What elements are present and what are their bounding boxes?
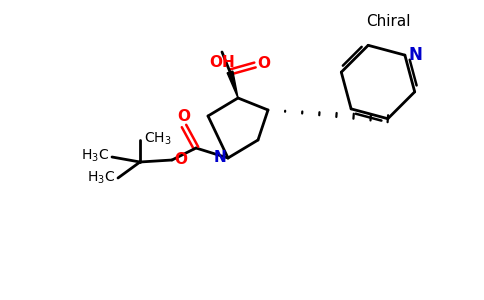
Text: O: O — [257, 56, 270, 71]
Text: CH$_3$: CH$_3$ — [144, 131, 172, 147]
Text: N: N — [213, 151, 226, 166]
Text: H$_3$C: H$_3$C — [87, 170, 115, 186]
Text: N: N — [409, 46, 423, 64]
Text: OH: OH — [209, 55, 235, 70]
Polygon shape — [227, 71, 238, 98]
Text: O: O — [174, 152, 187, 167]
Text: O: O — [178, 109, 191, 124]
Text: H$_3$C: H$_3$C — [81, 148, 109, 164]
Text: Chiral: Chiral — [366, 14, 410, 29]
